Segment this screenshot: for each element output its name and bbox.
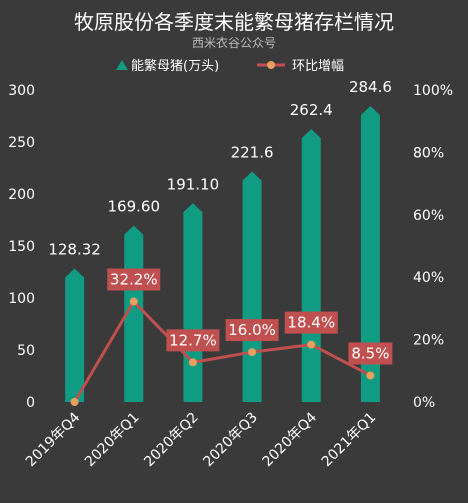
x-tick-label: 2019年Q4 xyxy=(23,409,84,470)
growth-point xyxy=(188,358,197,367)
growth-label: 32.2% xyxy=(107,268,161,291)
legend-label-bars: 能繁母猪(万头) xyxy=(131,58,219,74)
growth-line-path xyxy=(73,299,372,403)
growth-label-box xyxy=(107,268,161,291)
growth-label-text: 12.7% xyxy=(169,331,217,349)
growth-label-box xyxy=(284,311,338,334)
bar-value-label: 128.32 xyxy=(48,241,101,259)
growth-point xyxy=(248,348,257,357)
right-tick-label: 40% xyxy=(413,270,444,286)
x-tick-label: 2020年Q1 xyxy=(82,410,143,471)
x-tick-label: 2020年Q2 xyxy=(141,410,202,471)
growth-label: 8.5% xyxy=(348,342,393,365)
right-tick-label: 80% xyxy=(413,145,444,161)
bar-value-label: 221.6 xyxy=(231,144,274,162)
right-tick-label: 100% xyxy=(413,83,453,99)
right-axis: 0% 20% 40% 60% 80% 100% xyxy=(413,83,453,411)
x-tick-label: 2020年Q3 xyxy=(200,410,261,471)
bar-value-label: 191.10 xyxy=(167,175,220,193)
x-tick-label: 2021年Q1 xyxy=(319,410,380,471)
growth-label: 16.0% xyxy=(225,319,279,342)
bar xyxy=(65,268,85,402)
left-tick-label: 0 xyxy=(26,395,35,411)
left-axis: 0 50 100 150 200 250 300 xyxy=(8,83,35,411)
growth-label-box xyxy=(166,329,220,352)
x-tick-label: 2020年Q4 xyxy=(260,409,321,470)
left-tick-label: 300 xyxy=(8,83,35,99)
left-tick-label: 100 xyxy=(8,291,35,307)
legend-bar-swatch xyxy=(116,60,128,70)
growth-label: 12.7% xyxy=(166,329,220,352)
chart-title: 牧原股份各季度末能繁母猪存栏情况 xyxy=(74,10,394,34)
legend: 能繁母猪(万头) 环比增幅 xyxy=(116,58,344,74)
growth-line xyxy=(70,297,375,406)
growth-label: 18.4% xyxy=(284,311,338,334)
left-tick-label: 250 xyxy=(8,135,35,151)
bar-value-label: 169.60 xyxy=(108,198,161,216)
bars xyxy=(65,106,380,403)
bar-value-label: 284.6 xyxy=(349,78,392,96)
bar xyxy=(360,106,380,403)
growth-point xyxy=(129,297,138,306)
right-tick-label: 20% xyxy=(413,333,444,349)
right-tick-label: 60% xyxy=(413,208,444,224)
growth-label-text: 18.4% xyxy=(287,314,335,332)
x-axis: 2019年Q42020年Q12020年Q22020年Q32020年Q42021年… xyxy=(23,409,379,470)
chart-subtitle: 西米衣谷公众号 xyxy=(192,35,276,50)
growth-label-text: 16.0% xyxy=(228,321,276,339)
growth-label-box xyxy=(225,319,279,342)
legend-label-line: 环比增幅 xyxy=(292,59,344,74)
legend-bar-marker xyxy=(116,60,128,70)
left-tick-label: 50 xyxy=(17,343,35,359)
bar xyxy=(183,203,203,402)
growth-point xyxy=(307,340,316,349)
growth-labels: 32.2% 12.7% 16.0% 18.4% 8.5% xyxy=(107,268,393,365)
growth-label-box xyxy=(348,342,393,365)
left-tick-label: 150 xyxy=(8,239,35,255)
growth-point xyxy=(70,398,79,406)
growth-label-text: 32.2% xyxy=(110,271,158,289)
growth-point xyxy=(366,371,375,380)
growth-label-text: 8.5% xyxy=(351,344,389,362)
legend-line-marker xyxy=(257,61,285,69)
legend-line-dot xyxy=(267,61,275,69)
bar-labels: 128.32 169.60 191.10 221.6 262.4 284.6 xyxy=(48,78,392,259)
bar-value-label: 262.4 xyxy=(290,101,333,119)
bar xyxy=(242,171,262,402)
bar xyxy=(301,129,321,402)
left-tick-label: 200 xyxy=(8,187,35,203)
right-tick-label: 0% xyxy=(413,395,435,411)
